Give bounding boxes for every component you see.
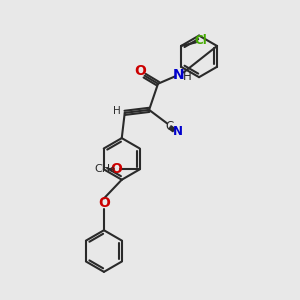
Text: O: O [111, 162, 122, 176]
Text: C: C [166, 120, 174, 133]
Text: CH₃: CH₃ [94, 164, 115, 174]
Text: H: H [183, 70, 191, 83]
Text: H: H [112, 106, 120, 116]
Text: N: N [173, 125, 183, 138]
Text: O: O [134, 64, 146, 78]
Text: N: N [172, 68, 184, 82]
Text: Cl: Cl [194, 34, 207, 47]
Text: O: O [98, 196, 110, 210]
